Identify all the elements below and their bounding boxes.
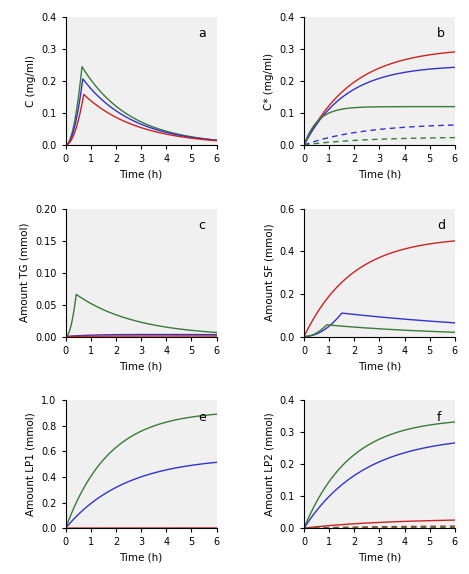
Y-axis label: Amount LP2 (mmol): Amount LP2 (mmol) xyxy=(264,412,274,516)
Text: f: f xyxy=(437,410,441,424)
Text: e: e xyxy=(198,410,206,424)
X-axis label: Time (h): Time (h) xyxy=(120,553,163,563)
X-axis label: Time (h): Time (h) xyxy=(120,169,163,180)
X-axis label: Time (h): Time (h) xyxy=(358,553,401,563)
Text: a: a xyxy=(198,28,206,40)
X-axis label: Time (h): Time (h) xyxy=(120,361,163,371)
Text: b: b xyxy=(437,28,445,40)
Y-axis label: C* (mg/ml): C* (mg/ml) xyxy=(264,52,274,110)
Y-axis label: Amount SF (mmol): Amount SF (mmol) xyxy=(264,224,274,321)
Text: c: c xyxy=(198,219,205,232)
Y-axis label: Amount TG (mmol): Amount TG (mmol) xyxy=(20,223,30,323)
Text: d: d xyxy=(437,219,445,232)
Y-axis label: Amount LP1 (mmol): Amount LP1 (mmol) xyxy=(26,412,36,516)
Y-axis label: C (mg/ml): C (mg/ml) xyxy=(26,55,36,107)
X-axis label: Time (h): Time (h) xyxy=(358,361,401,371)
X-axis label: Time (h): Time (h) xyxy=(358,169,401,180)
